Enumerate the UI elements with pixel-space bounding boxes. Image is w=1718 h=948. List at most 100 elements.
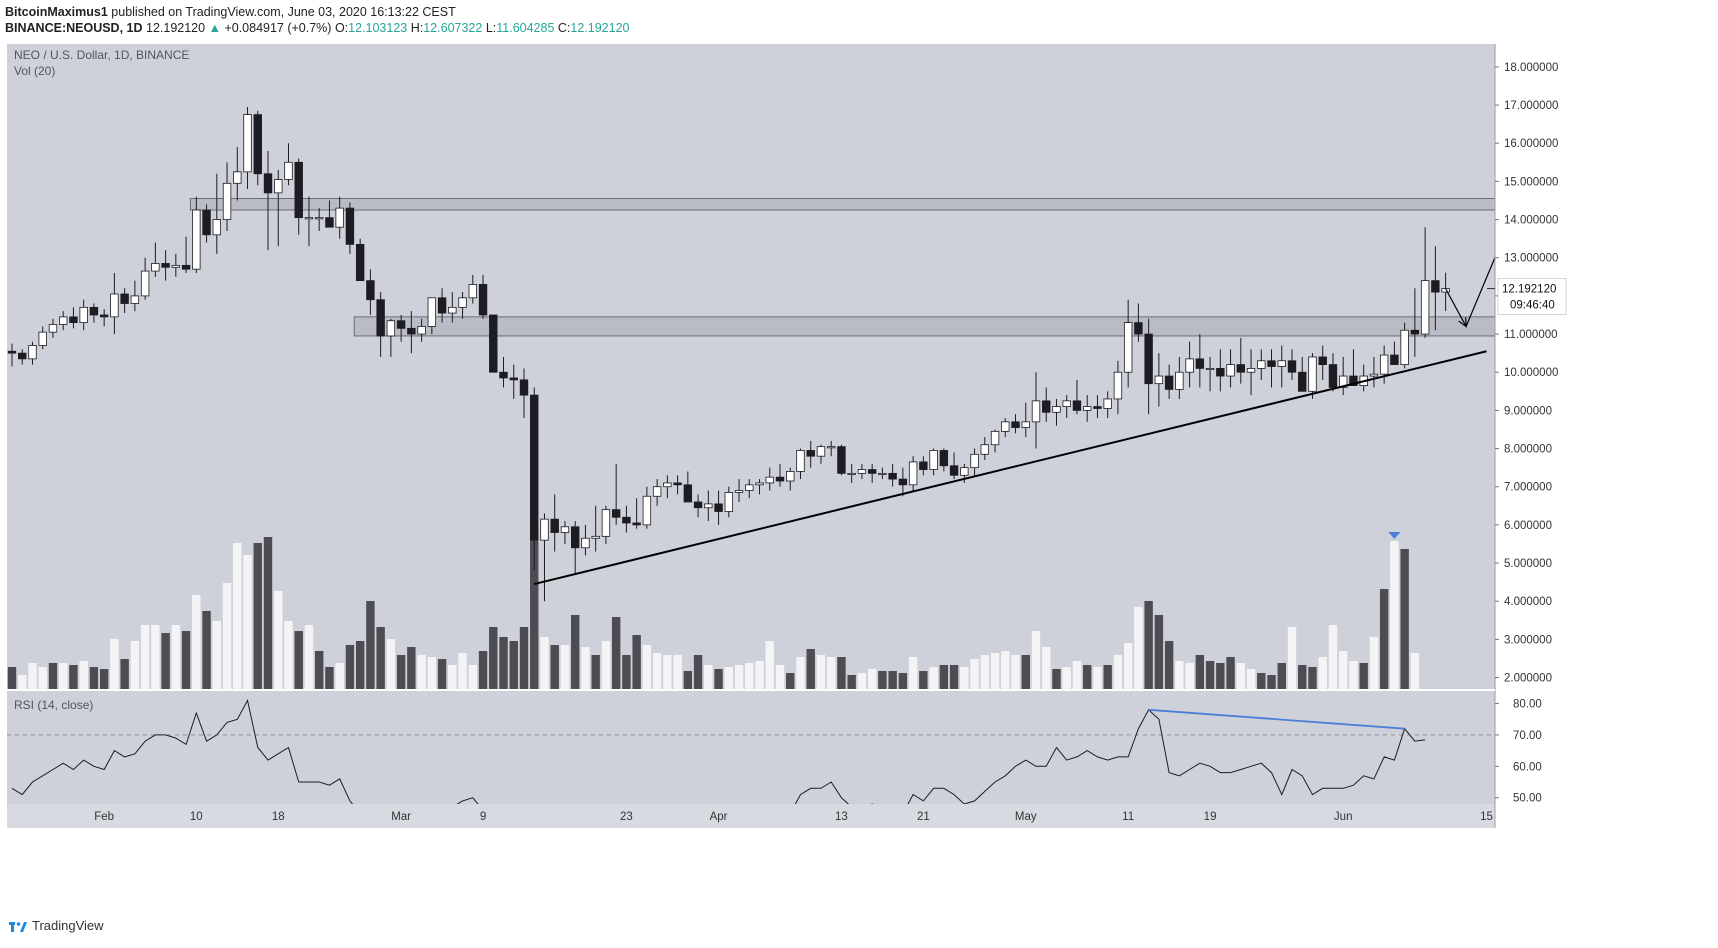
volume-bar <box>222 583 232 689</box>
candle <box>1420 227 1430 338</box>
candle-body <box>59 316 68 325</box>
candle <box>202 204 211 243</box>
candle-body <box>376 299 385 337</box>
time-axis[interactable]: Feb 10 18 Mar 9 23 Apr 13 21 May 11 19 Jun 15 <box>94 811 1493 823</box>
candle <box>1410 288 1420 357</box>
resistance-zone-lower <box>353 316 1495 337</box>
candle <box>1031 372 1041 449</box>
volume-bar <box>1400 549 1409 689</box>
volume-bar <box>867 669 877 689</box>
volume-bar <box>1001 651 1010 689</box>
candle-body <box>1021 421 1030 428</box>
candle-body <box>1441 288 1450 293</box>
candle-body <box>642 495 652 526</box>
candle-body <box>919 461 928 470</box>
candle <box>550 494 559 552</box>
candle-body <box>448 306 457 314</box>
volume-bar <box>888 671 897 689</box>
candle <box>929 448 938 476</box>
volume-bar <box>611 617 621 689</box>
volume-bar <box>1216 663 1225 689</box>
price-tick-label: 16.000000 <box>1504 138 1558 150</box>
volume-bar <box>939 665 949 689</box>
time-tick-label: Jun <box>1334 811 1353 823</box>
candle-body <box>417 326 426 335</box>
candle <box>1164 364 1174 399</box>
volume-bar <box>898 673 908 689</box>
candle-body <box>120 293 129 304</box>
candle <box>611 463 621 525</box>
candle-body <box>581 537 590 549</box>
volume-bar <box>366 601 375 689</box>
volume-bar <box>468 665 477 689</box>
candle-body <box>827 446 836 449</box>
candle-body <box>38 331 47 346</box>
candle-body <box>1298 371 1307 392</box>
volume-bar <box>417 655 426 689</box>
volume-bar <box>192 595 201 689</box>
candle <box>1072 379 1082 415</box>
candle-body <box>140 270 150 297</box>
volume-bar <box>1287 627 1297 689</box>
candle-body <box>1195 358 1205 369</box>
volume-bar <box>18 675 27 689</box>
candle-body <box>1369 373 1379 377</box>
last-price-box <box>1497 278 1567 315</box>
volume-bar <box>980 655 989 689</box>
open-value: 12.103123 <box>348 21 408 35</box>
rsi-tick-label: 80.00 <box>1513 699 1542 711</box>
volume-bar <box>673 655 682 689</box>
volume-bar <box>38 667 47 689</box>
rsi-axis[interactable]: 80.00 70.00 60.00 50.00 <box>7 689 1542 805</box>
candle-body <box>878 472 887 475</box>
candle <box>837 444 846 476</box>
candle <box>1226 349 1235 388</box>
candle <box>591 505 600 552</box>
candle-body <box>1154 375 1164 385</box>
legend-volume: Vol (20) <box>14 64 55 78</box>
candle <box>233 147 242 201</box>
candle-body <box>345 207 355 245</box>
candle <box>775 463 785 487</box>
volume-bar <box>448 665 457 689</box>
candle <box>1216 349 1225 392</box>
candle-body <box>1072 400 1082 411</box>
candle <box>1379 345 1389 384</box>
volume-bar <box>1031 631 1041 689</box>
price-tick-label: 13.000000 <box>1504 253 1558 265</box>
volume-bar <box>960 667 969 689</box>
legend-rsi: RSI (14, close) <box>14 698 93 712</box>
volume-bar <box>908 657 918 689</box>
volume-bar <box>755 661 764 689</box>
volume-marker-icon <box>1388 532 1401 539</box>
author-name[interactable]: BitcoinMaximus1 <box>5 5 108 19</box>
candle-body <box>294 161 303 219</box>
volume-bar <box>1154 615 1164 689</box>
candle-body <box>1267 360 1276 367</box>
candle <box>1123 299 1133 388</box>
volume-bar <box>161 633 170 689</box>
candle <box>59 311 68 331</box>
volume-bar <box>550 645 559 689</box>
candle <box>120 288 129 314</box>
candle <box>355 238 365 282</box>
volume-bar <box>632 635 641 689</box>
volume-bar <box>622 655 631 689</box>
price-axis[interactable]: 18.000000 17.000000 16.000000 15.000000 14.0… <box>1494 44 1718 828</box>
candle <box>949 452 959 480</box>
volume-bar <box>878 671 887 689</box>
candle <box>99 309 109 327</box>
volume-bar <box>1205 661 1215 689</box>
volume-bar <box>355 641 365 689</box>
time-axis-background <box>7 804 1495 828</box>
tradingview-brand[interactable]: TradingView <box>32 918 104 933</box>
volume-bar <box>796 657 805 689</box>
candle <box>632 498 641 529</box>
price-tick-label: 18.000000 <box>1504 62 1558 74</box>
candle <box>181 236 191 273</box>
volume-bar <box>765 641 774 689</box>
price-chart[interactable]: 18.000000 17.000000 16.000000 15.000000 14.0… <box>0 44 1718 912</box>
volume-bar <box>970 659 979 689</box>
candle <box>867 463 877 483</box>
candle-body <box>714 503 723 512</box>
